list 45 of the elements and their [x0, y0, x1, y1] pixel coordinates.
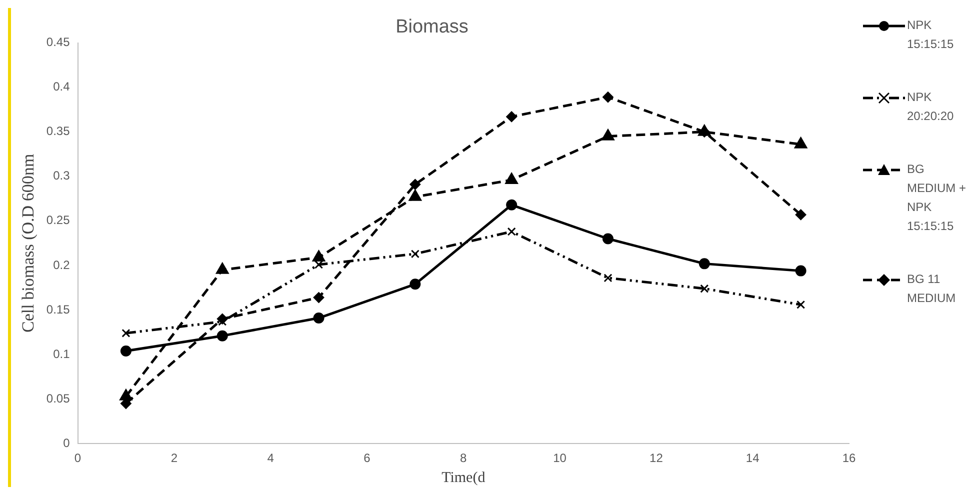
y-tick-label: 0.45	[46, 35, 70, 50]
point	[410, 250, 420, 258]
legend-label: NPK 15:15:15	[907, 17, 955, 53]
x-tick-label: 4	[267, 451, 274, 466]
chart-title: Biomass	[396, 16, 468, 38]
point	[796, 300, 806, 309]
x-tick-label: 14	[746, 451, 760, 466]
point	[410, 278, 421, 290]
legend-label: NPK 20:20:20	[907, 89, 955, 125]
y-tick-label: 0.4	[53, 80, 70, 94]
x-tick-label: 12	[650, 451, 664, 466]
point	[410, 178, 421, 190]
y-tick-label: 0	[63, 436, 70, 450]
y-tick-label: 0.2	[53, 258, 70, 272]
x-tick-label: 2	[170, 451, 178, 466]
y-axis-title: Cell biomass (O.D 600nm	[18, 154, 38, 332]
y-tick-label: 0.3	[53, 168, 70, 183]
x-tick-label: 8	[460, 451, 468, 466]
point	[698, 258, 710, 270]
y-tick-label: 0.15	[46, 302, 70, 316]
point	[507, 227, 516, 236]
y-tick-label: 0.35	[46, 124, 70, 138]
x-tick-label: 0	[74, 451, 82, 466]
point	[313, 312, 324, 324]
x-tick-label: 10	[553, 451, 567, 466]
point	[795, 265, 806, 276]
y-tick-label: 0.05	[46, 391, 70, 406]
x-axis-title: Time(d	[442, 470, 486, 486]
legend-label: BG 11 MEDIUM	[907, 271, 957, 307]
point	[506, 199, 518, 210]
point	[604, 274, 612, 282]
x-tick-label: 16	[842, 451, 856, 466]
point	[795, 209, 806, 220]
y-tick-label: 0.25	[46, 213, 70, 228]
point	[216, 330, 228, 342]
point	[602, 92, 614, 103]
point	[700, 284, 709, 293]
y-tick-label: 0.1	[53, 346, 70, 361]
point	[120, 345, 132, 356]
x-tick-label: 6	[364, 451, 371, 466]
point	[602, 233, 614, 244]
point	[506, 111, 518, 122]
point	[313, 292, 324, 304]
legend-label: BG MEDIUM + NPK 15:15:15	[907, 161, 967, 235]
point	[122, 328, 130, 338]
